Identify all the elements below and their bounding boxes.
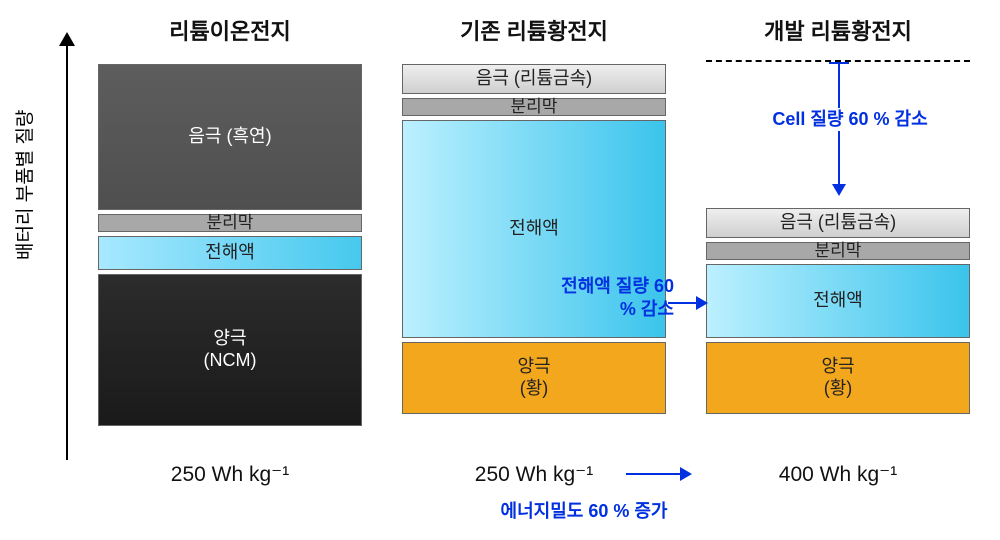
- y-axis-label: 배터리 부품별 질량: [10, 110, 37, 260]
- y-axis-arrow: [66, 44, 68, 460]
- energy-density-arrow: [626, 473, 682, 475]
- electrolyte-mass-annotation: 전해액 질량 60 % 감소: [552, 275, 674, 320]
- energy-label: 250 Wh kg⁻¹: [98, 462, 362, 487]
- columns-container: 리튬이온전지 음극 (흑연)분리막전해액양극 (NCM) 기존 리튬황전지 음극…: [98, 10, 978, 490]
- energy-row: 250 Wh kg⁻¹ 250 Wh kg⁻¹ 400 Wh kg⁻¹: [98, 462, 978, 487]
- layer: 양극 (황): [706, 342, 970, 414]
- cell-mass-annotation: Cell 질량 60 % 감소: [750, 108, 950, 131]
- energy-density-annotation: 에너지밀도 60 % 증가: [454, 500, 714, 523]
- layer: 분리막: [706, 242, 970, 260]
- layer: 음극 (리튬금속): [706, 208, 970, 238]
- col-title: 리튬이온전지: [98, 14, 362, 46]
- col-li-ion: 리튬이온전지 음극 (흑연) 분리막전해액양극 (NCM): [98, 10, 362, 490]
- layer: 전해액: [706, 264, 970, 338]
- layer-stack: 음극 (리튬금속)분리막전해액양극 (황): [402, 64, 666, 414]
- layer-stack: 음극 (흑연) 분리막전해액양극 (NCM): [98, 64, 362, 426]
- layer: 양극 (황): [402, 342, 666, 414]
- layer: 분리막: [402, 98, 666, 116]
- layer: 분리막: [98, 214, 362, 232]
- layer: 음극 (흑연): [98, 64, 362, 210]
- layer: 전해액: [98, 236, 362, 270]
- layer: 음극 (리튬금속): [402, 64, 666, 94]
- col-lis-existing: 기존 리튬황전지 음극 (리튬금속)분리막전해액양극 (황): [402, 10, 666, 490]
- layer: 양극 (NCM): [98, 274, 362, 426]
- energy-label: 400 Wh kg⁻¹: [706, 462, 970, 487]
- col-title: 기존 리튬황전지: [402, 14, 666, 46]
- col-title: 개발 리튬황전지: [706, 14, 970, 46]
